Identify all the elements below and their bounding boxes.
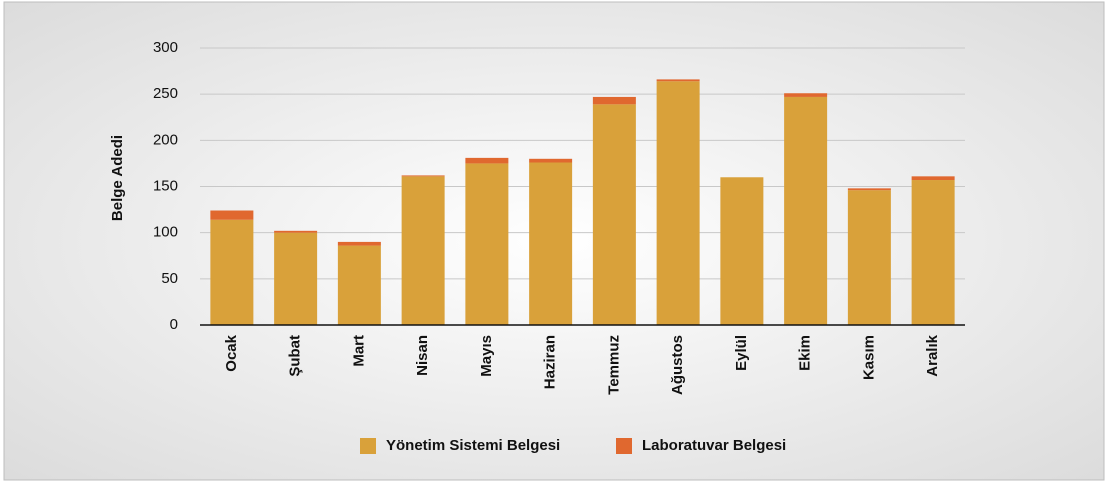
x-tick-label: Aralık	[924, 334, 941, 376]
bar-segment	[401, 175, 445, 177]
bar-segment	[592, 104, 636, 325]
bar-segment	[847, 190, 891, 325]
y-axis-title: Belge Adedi	[109, 135, 126, 221]
x-tick-label: Temmuz	[605, 335, 622, 395]
y-tick-label: 150	[153, 177, 178, 194]
bar-segment	[911, 176, 955, 181]
legend-label: Laboratuvar Belgesi	[642, 437, 786, 454]
x-tick-label: Nisan	[414, 335, 431, 376]
legend-label: Yönetim Sistemi Belgesi	[386, 437, 560, 454]
x-tick-label: Ocak	[223, 334, 240, 371]
bar-segment	[911, 180, 955, 325]
bar-segment	[529, 158, 573, 163]
bar-segment	[656, 81, 700, 326]
bar-segment	[210, 219, 254, 325]
legend-swatch	[360, 438, 376, 454]
x-tick-label: Mayıs	[478, 335, 495, 377]
legend-swatch	[616, 438, 632, 454]
bar-segment	[529, 162, 573, 325]
x-tick-label: Kasım	[860, 335, 877, 380]
bar-segment	[337, 245, 381, 325]
bar-segment	[337, 241, 381, 246]
bar-segment	[656, 79, 700, 82]
bar-segment	[847, 188, 891, 191]
y-tick-label: 200	[153, 131, 178, 148]
bar-segment	[720, 177, 764, 325]
bar-segment	[465, 157, 509, 164]
x-tick-label: Şubat	[287, 335, 304, 377]
y-tick-label: 50	[161, 270, 178, 287]
x-tick-label: Eylül	[733, 335, 750, 371]
bar-segment	[784, 96, 828, 325]
y-tick-label: 250	[153, 85, 178, 102]
y-tick-label: 100	[153, 224, 178, 241]
bar-segment	[274, 230, 318, 233]
y-tick-label: 0	[170, 316, 178, 333]
bar-segment	[401, 176, 445, 325]
x-tick-label: Mart	[350, 335, 367, 367]
bar-segment	[784, 93, 828, 97]
bar-segment	[592, 96, 636, 105]
x-tick-label: Ekim	[797, 335, 814, 371]
x-tick-label: Ağustos	[669, 335, 686, 395]
bar-segment	[274, 232, 318, 325]
bar-segment	[465, 163, 509, 325]
bar-segment	[210, 210, 254, 220]
y-tick-label: 300	[153, 39, 178, 56]
x-tick-label: Haziran	[542, 335, 559, 389]
